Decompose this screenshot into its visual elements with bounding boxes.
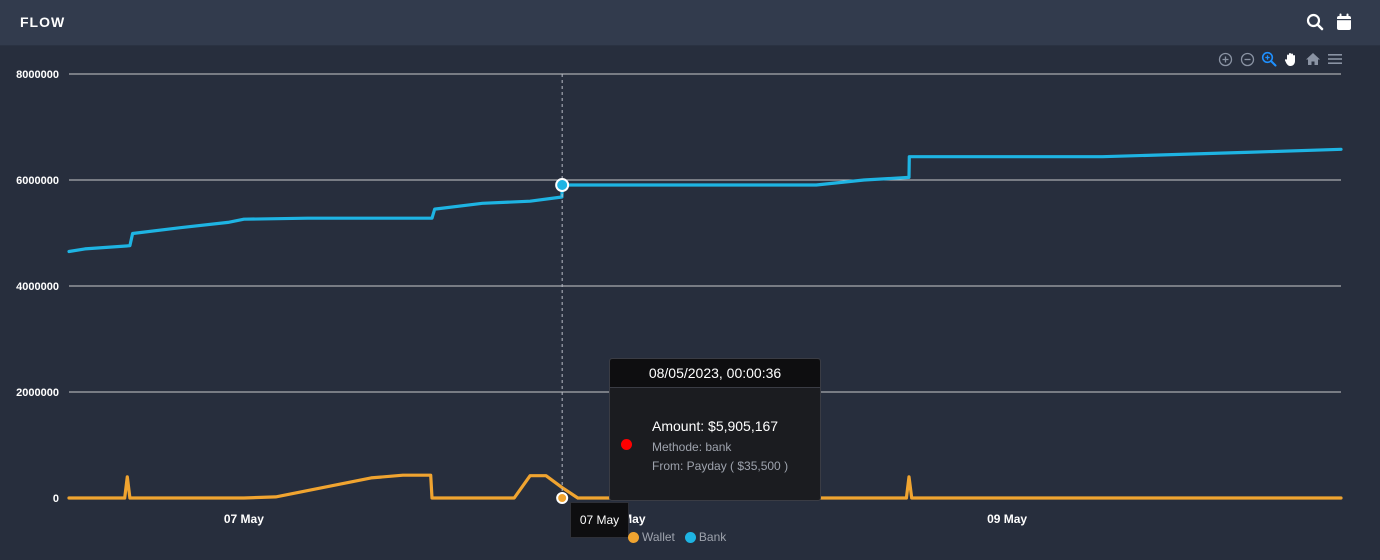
- search-icon[interactable]: [1305, 12, 1325, 32]
- y-tick-label: 0: [53, 493, 59, 505]
- grid: [69, 73, 1341, 393]
- series-line-wallet: [67, 473, 1343, 500]
- tooltip-amount: Amount: $5,905,167: [652, 418, 779, 434]
- y-tick-label: 2000000: [16, 387, 59, 399]
- chart-legend: Wallet Bank: [628, 530, 726, 544]
- x-tick-label: 09 May: [987, 512, 1027, 526]
- series: [67, 147, 1343, 500]
- tooltip-from: From: Payday ( $35,500 ): [652, 459, 789, 473]
- y-tick-label: 4000000: [16, 281, 59, 293]
- zoom-out-icon[interactable]: [1238, 50, 1256, 68]
- legend-item-wallet[interactable]: Wallet: [628, 530, 675, 544]
- selection-zoom-icon[interactable]: [1260, 50, 1278, 68]
- y-tick-label: 6000000: [16, 175, 59, 187]
- crosshair-x-label: 07 May: [570, 502, 629, 538]
- y-axis: 0 2000000 4000000 6000000 8000000: [16, 69, 59, 505]
- y-tick-label: 8000000: [16, 69, 59, 81]
- x-tick-label: 07 May: [224, 512, 264, 526]
- highlight-point: [555, 178, 570, 193]
- pan-icon[interactable]: [1282, 50, 1300, 68]
- legend-label-wallet: Wallet: [642, 530, 675, 544]
- page-title: FLOW: [20, 14, 66, 30]
- data-tooltip: 08/05/2023, 00:00:36 Amount: $5,905,167 …: [609, 358, 821, 501]
- legend-item-bank[interactable]: Bank: [684, 530, 727, 544]
- legend-swatch-bank: [684, 531, 696, 543]
- series-line-bank: [67, 147, 1343, 254]
- highlight-point-wallet: [556, 492, 569, 504]
- chart-toolbar: [1216, 49, 1344, 69]
- tooltip-title: 08/05/2023, 00:00:36: [610, 359, 820, 388]
- menu-icon[interactable]: [1326, 50, 1344, 68]
- legend-label-bank: Bank: [698, 530, 727, 544]
- app-header: FLOW: [0, 0, 1380, 46]
- markers: [555, 74, 570, 504]
- reset-zoom-icon[interactable]: [1304, 50, 1322, 68]
- calendar-icon[interactable]: [1335, 12, 1355, 32]
- zoom-in-icon[interactable]: [1216, 50, 1234, 68]
- legend-swatch-wallet: [628, 531, 639, 543]
- tooltip-marker: [621, 439, 632, 450]
- tooltip-method: Methode: bank: [652, 440, 732, 454]
